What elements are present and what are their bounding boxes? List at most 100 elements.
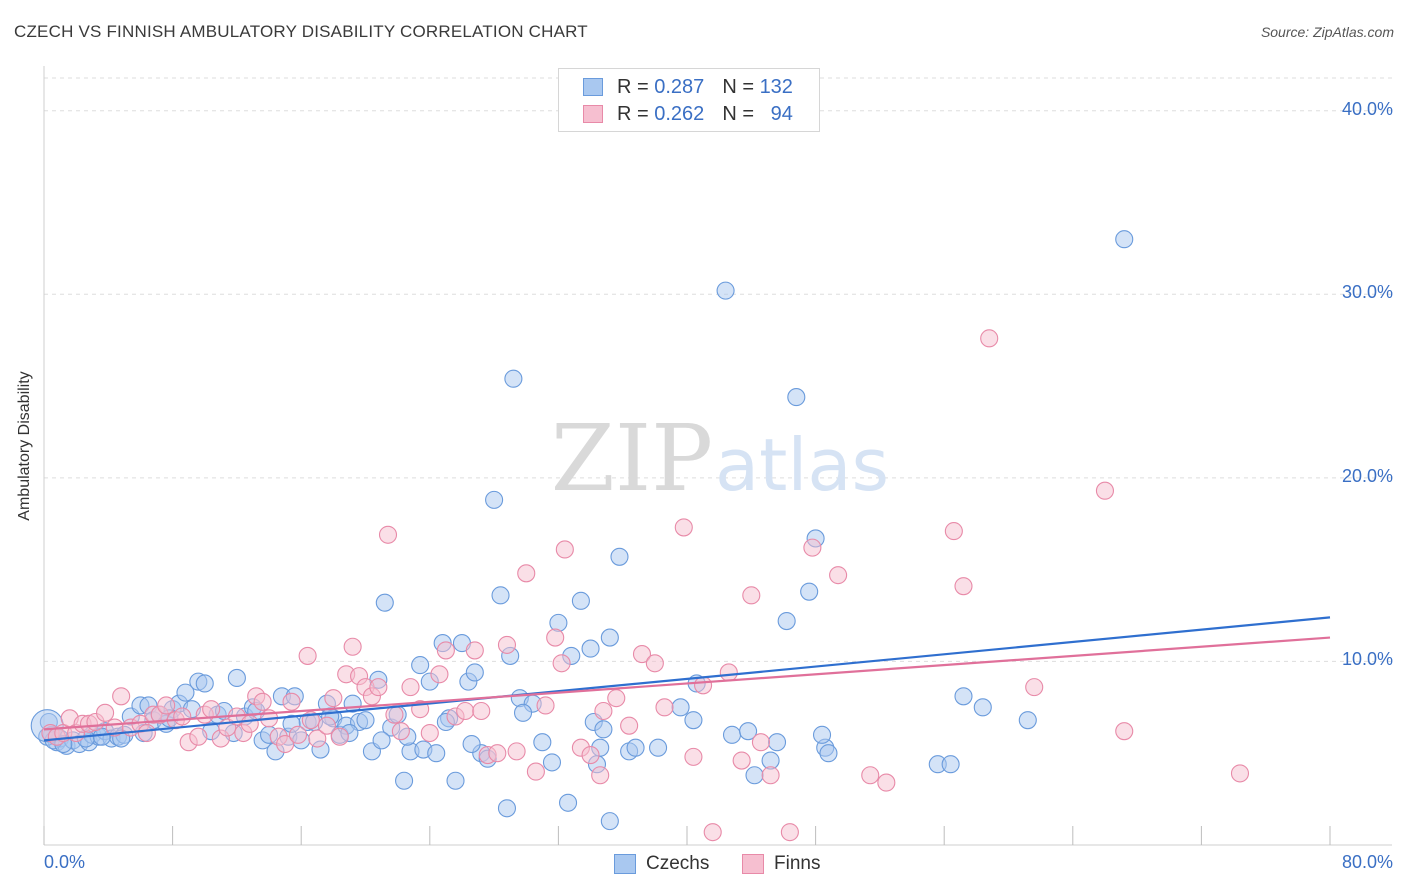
czech-point (581, 639, 600, 658)
czech-point (954, 687, 973, 706)
finn-point (620, 716, 639, 735)
finn-point (655, 698, 674, 717)
finn-point (684, 747, 703, 766)
czech-point (549, 613, 568, 632)
czech-point (485, 490, 504, 509)
finn-point (1230, 764, 1250, 783)
czech-point (497, 799, 517, 818)
finn-point (536, 696, 555, 715)
finn-point (591, 766, 610, 785)
finn-point (674, 518, 693, 537)
czech-point (176, 683, 195, 702)
finn-point (378, 525, 398, 544)
legend-row-czechs: R = 0.287 N = 132 (583, 75, 793, 99)
finn-point (526, 762, 545, 781)
czech-point (375, 593, 394, 612)
finn-point (436, 641, 455, 660)
czech-point (1115, 230, 1134, 249)
czech-point (462, 734, 481, 754)
source-label: Source: ZipAtlas.com (1260, 24, 1394, 40)
finn-point (253, 692, 272, 711)
czech-point (610, 547, 629, 566)
czech-point (465, 663, 484, 682)
czech-point (684, 711, 703, 730)
finn-point (385, 705, 404, 724)
legend-finns-label: Finns (774, 853, 821, 874)
czechs-swatch (583, 78, 603, 96)
finn-point (703, 823, 722, 842)
czech-point (542, 753, 562, 772)
czech-point (195, 674, 214, 693)
finn-point (298, 646, 317, 665)
finn-point (694, 676, 713, 695)
finn-point (546, 628, 565, 647)
czech-point (594, 720, 613, 739)
finns-n-label: N = (722, 102, 754, 125)
finn-point (282, 692, 301, 711)
finn-point (497, 635, 517, 654)
czech-point (558, 793, 578, 812)
gridlines (44, 77, 1392, 662)
finn-point (288, 725, 308, 744)
finn-point (607, 689, 626, 708)
czech-point (427, 744, 446, 763)
czech-point (1018, 711, 1037, 730)
trend-lines (43, 616, 1331, 742)
czech-point (671, 698, 690, 717)
finn-point (456, 701, 475, 721)
finn-point (751, 733, 770, 752)
watermark-zip: ZIP (551, 405, 713, 512)
czech-point (227, 668, 246, 688)
czech-point (504, 369, 523, 388)
finn-point (732, 751, 751, 770)
finn-point (829, 566, 848, 585)
finn-point (202, 700, 221, 719)
czech-point (395, 771, 414, 790)
czech-point (739, 722, 758, 741)
finn-point (761, 766, 780, 785)
finn-point (369, 678, 388, 697)
legend-czechs-swatch (614, 854, 636, 874)
finn-point (552, 654, 571, 673)
czech-point (533, 733, 552, 752)
finn-point (112, 687, 131, 706)
czech-point (649, 738, 668, 757)
finn-point (1095, 481, 1114, 500)
x-tick-label-max: 80.0% (1341, 852, 1393, 872)
correlation-legend: R = 0.287 N = 132 R = 0.262 N = 94 (558, 68, 820, 132)
finns-r-value: 0.262 (654, 102, 705, 125)
finn-point (472, 701, 491, 721)
finn-point (189, 727, 208, 746)
finn-point (581, 745, 600, 765)
finn-point (173, 707, 192, 726)
finn-point (343, 637, 362, 656)
finn-point (401, 678, 420, 697)
czech-point (722, 725, 742, 744)
finn-point (465, 641, 484, 660)
legend-row-finns: R = 0.262 N = 94 (583, 102, 793, 126)
y-tick-label: 10.0% (1341, 649, 1393, 670)
finn-point (877, 773, 896, 792)
finn-point (276, 734, 295, 754)
finn-point (742, 586, 761, 605)
finn-point (517, 564, 536, 583)
finn-point (308, 729, 327, 748)
finn-point (391, 722, 410, 741)
finn-point (96, 703, 115, 722)
czech-point (812, 725, 832, 744)
finn-point (157, 696, 176, 715)
legend-item-finns[interactable]: Finns (742, 853, 820, 875)
czech-point (941, 755, 960, 774)
czech-point (491, 586, 510, 605)
finn-point (324, 689, 343, 708)
czechs-r-label: R = (617, 75, 649, 98)
czech-point (411, 656, 430, 675)
czech-point (372, 731, 391, 750)
czech-point (767, 733, 787, 752)
finn-point (1115, 722, 1134, 741)
finn-point (488, 744, 507, 763)
finn-point (645, 654, 664, 673)
finn-point (430, 665, 449, 684)
finns-n-value: 94 (770, 102, 793, 125)
legend-item-czechs[interactable]: Czechs (614, 853, 709, 875)
